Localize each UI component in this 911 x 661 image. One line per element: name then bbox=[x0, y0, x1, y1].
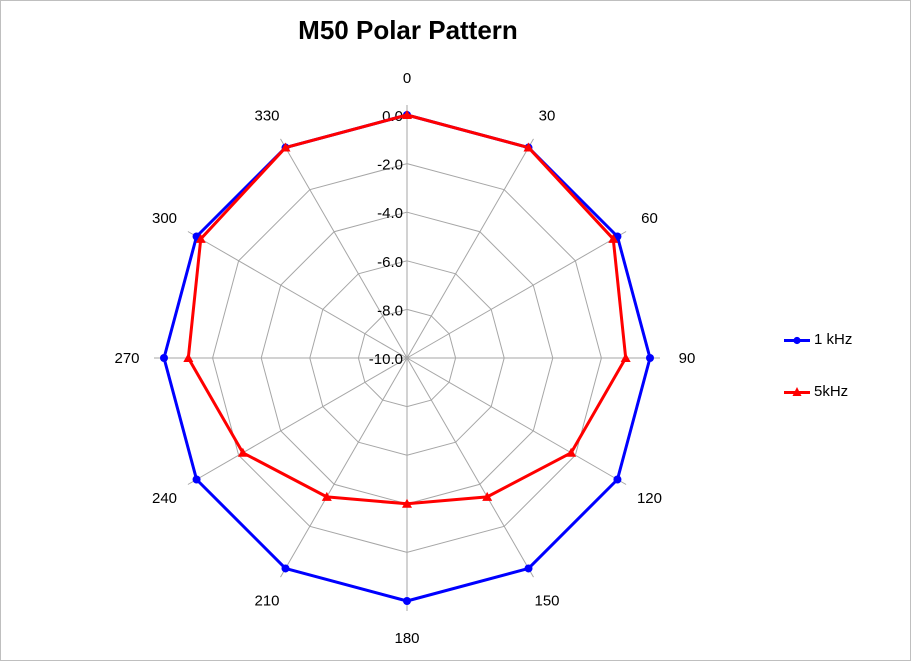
angle-label: 120 bbox=[637, 490, 662, 507]
grid-layer bbox=[154, 105, 660, 611]
angle-label: 210 bbox=[254, 592, 279, 609]
angle-label: 300 bbox=[152, 210, 177, 227]
legend-label-series-1: 1 kHz bbox=[814, 331, 853, 348]
radial-tick-label: -8.0 bbox=[377, 302, 403, 319]
data-point-triangle bbox=[608, 233, 619, 243]
angle-label: 180 bbox=[394, 630, 419, 647]
radial-tick-label: -2.0 bbox=[377, 157, 403, 174]
data-point-triangle bbox=[280, 142, 291, 152]
grid-spoke bbox=[280, 138, 408, 359]
grid-spoke bbox=[406, 357, 534, 578]
radial-tick-label: -6.0 bbox=[377, 254, 403, 271]
radial-tick-label: -4.0 bbox=[377, 205, 403, 222]
data-point-triangle bbox=[566, 447, 577, 457]
angle-label: 330 bbox=[254, 108, 279, 125]
grid-spoke bbox=[187, 231, 408, 359]
angle-label: 90 bbox=[679, 350, 696, 367]
data-point-circle bbox=[524, 564, 533, 573]
data-point-triangle bbox=[402, 498, 412, 508]
data-point-circle bbox=[281, 564, 290, 573]
data-point-circle bbox=[403, 597, 411, 605]
radial-tick-layer: 0.0-2.0-4.0-6.0-8.0-10.0 bbox=[369, 108, 403, 368]
data-point-triangle bbox=[523, 142, 534, 152]
legend-triangle-marker-icon bbox=[792, 387, 802, 396]
angle-label: 150 bbox=[534, 592, 559, 609]
radial-tick-label: -10.0 bbox=[369, 351, 403, 368]
angle-label: 30 bbox=[539, 108, 556, 125]
grid-spoke bbox=[187, 357, 408, 485]
angle-label: 270 bbox=[114, 350, 139, 367]
grid-spoke bbox=[406, 357, 627, 485]
data-point-triangle bbox=[183, 353, 194, 362]
data-point-triangle bbox=[482, 491, 493, 501]
data-point-circle bbox=[646, 354, 654, 362]
grid-spoke bbox=[406, 231, 627, 359]
data-point-circle bbox=[192, 475, 201, 484]
data-point-triangle bbox=[195, 233, 206, 243]
series-layer bbox=[160, 110, 654, 605]
angle-label: 0 bbox=[403, 70, 411, 87]
data-point-circle bbox=[613, 475, 622, 484]
data-point-circle bbox=[160, 354, 168, 362]
angle-label-layer: 0 30 60 90 120 150 180 210 240 270 300 330 bbox=[114, 70, 695, 647]
data-point-triangle bbox=[321, 491, 332, 501]
legend-label-series-2: 5kHz bbox=[814, 383, 849, 400]
grid-spoke bbox=[406, 138, 534, 359]
data-point-triangle bbox=[620, 353, 631, 362]
angle-label: 60 bbox=[641, 210, 658, 227]
grid-spoke bbox=[280, 357, 408, 578]
angle-label: 240 bbox=[152, 490, 177, 507]
data-point-triangle bbox=[237, 447, 248, 457]
legend-circle-marker-icon bbox=[793, 336, 801, 345]
chart-title: M50 Polar Pattern bbox=[298, 15, 518, 45]
data-point-triangle bbox=[402, 110, 412, 119]
